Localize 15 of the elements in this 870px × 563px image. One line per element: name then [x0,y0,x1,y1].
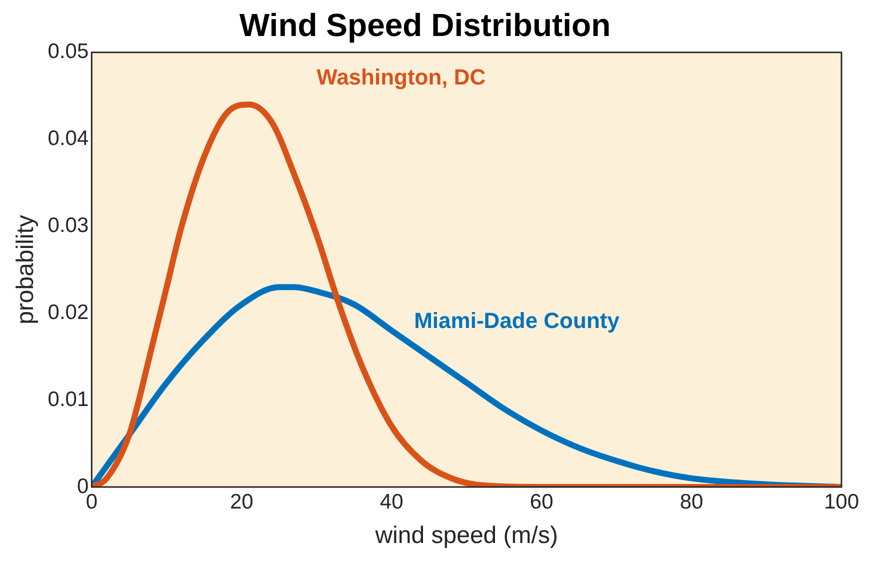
y-tick-label: 0.01 [48,388,89,411]
x-tick-label: 20 [230,490,254,514]
y-tick-label: 0.03 [48,214,89,238]
x-axis-title: wind speed (m/s) [374,522,558,550]
x-tick-label: 80 [680,490,704,514]
series-label: Miami-Dade County [414,308,620,333]
x-tick-label: 40 [380,490,404,514]
chart-title: Wind Speed Distribution [239,7,611,44]
y-tick-label: 0.04 [48,127,89,150]
y-tick-label: 0.05 [48,40,89,64]
y-tick-label: 0.02 [48,300,89,324]
text: Washington, DC [316,64,486,90]
x-tick-label: 100 [824,490,860,514]
y-axis-title: probability [12,214,40,324]
x-tick-label: 60 [530,490,554,514]
